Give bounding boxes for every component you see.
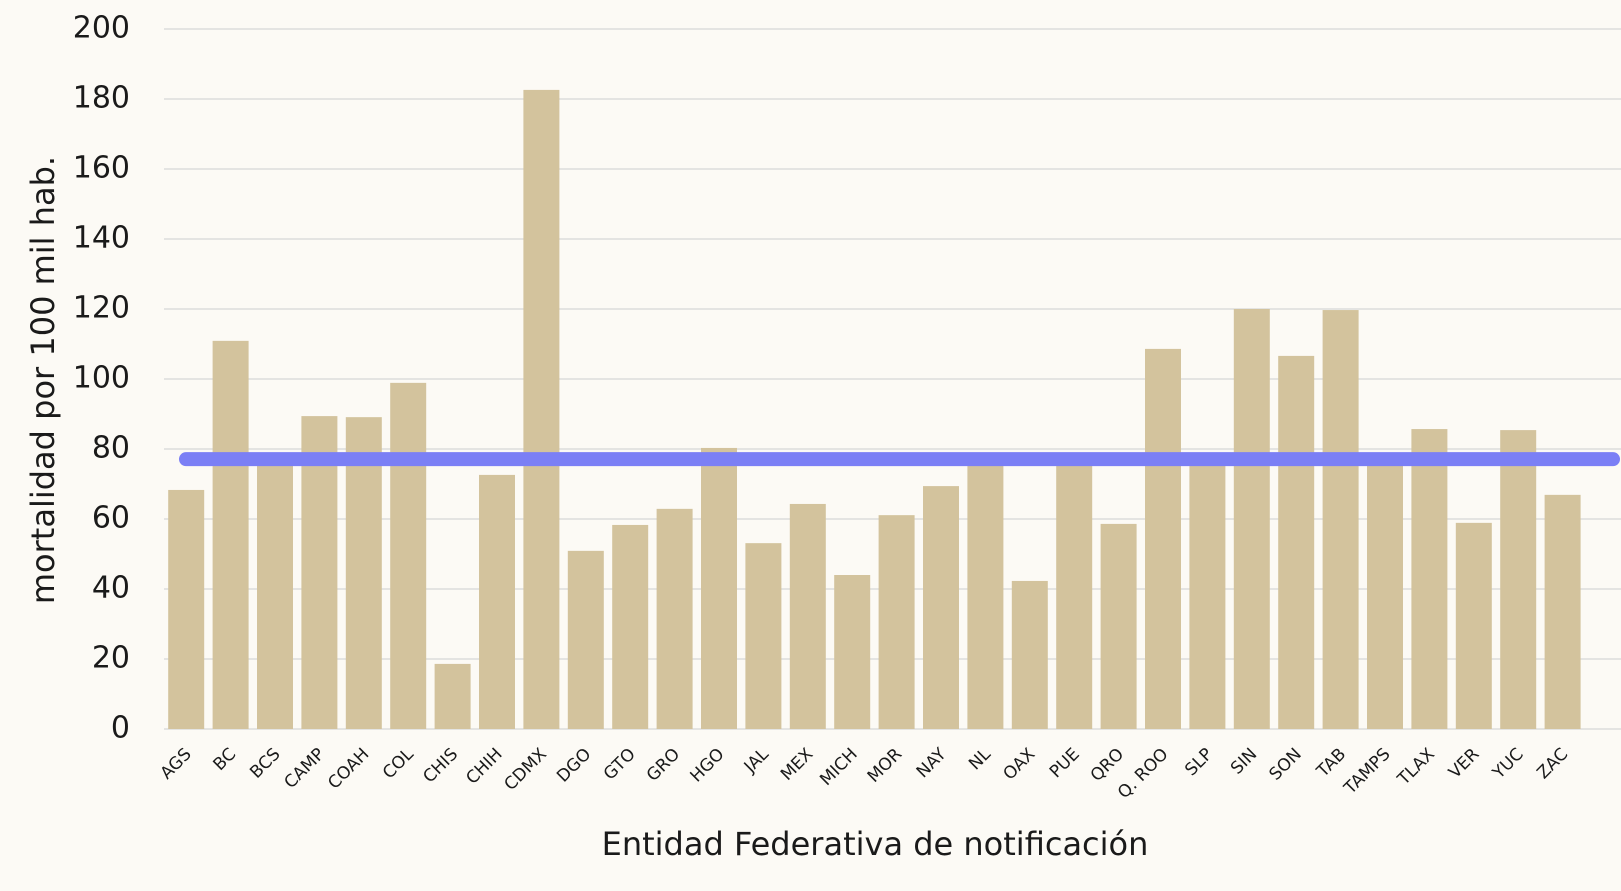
x-tick-label: SLP — [1181, 744, 1217, 780]
x-tick-label: DGO — [553, 744, 595, 786]
bar — [523, 89, 560, 729]
x-tick-label: ZAC — [1533, 744, 1572, 783]
bar — [1500, 430, 1537, 729]
y-tick-label: 160 — [73, 151, 130, 186]
bar — [923, 486, 959, 729]
bar — [1367, 463, 1403, 729]
bar — [834, 575, 871, 729]
x-tick-label: HGO — [687, 744, 729, 786]
bar — [168, 489, 205, 729]
bar — [345, 417, 382, 729]
bar — [1278, 355, 1315, 729]
x-tick-label: COL — [379, 744, 418, 783]
x-tick-label: MOR — [864, 744, 906, 786]
y-tick-label: 80 — [92, 431, 130, 466]
bar — [967, 463, 1004, 729]
x-tick-label: CDMX — [501, 744, 552, 795]
y-axis-title: mortalidad por 100 mil hab. — [24, 156, 62, 604]
x-tick-label: BC — [210, 744, 241, 775]
y-tick-label: 60 — [92, 501, 130, 536]
x-tick-label: BCS — [246, 744, 284, 782]
bar — [1233, 309, 1270, 729]
bar — [1056, 463, 1093, 729]
bar — [745, 543, 782, 729]
x-tick-label: GRO — [643, 744, 684, 785]
bar — [701, 447, 737, 729]
bar — [1189, 463, 1226, 729]
y-tick-label: 40 — [92, 571, 130, 606]
y-tick-label: 200 — [73, 11, 130, 46]
x-tick-label: OAX — [999, 744, 1039, 784]
x-tick-label: MEX — [777, 744, 818, 785]
bar — [257, 463, 293, 729]
bar — [656, 508, 693, 729]
y-tick-label: 140 — [73, 221, 130, 256]
bar — [212, 340, 249, 729]
x-axis-title: Entidad Federativa de notificación — [602, 825, 1149, 863]
x-tick-label: YUC — [1488, 744, 1527, 783]
x-tick-label: NAY — [913, 744, 951, 782]
y-tick-label: 20 — [92, 641, 130, 676]
bar — [567, 550, 604, 729]
x-tick-label: CAMP — [281, 744, 329, 792]
bar — [1322, 310, 1359, 729]
bar — [1544, 494, 1581, 729]
y-tick-label: 0 — [111, 711, 130, 746]
x-tick-label: TAMPS — [1340, 744, 1395, 799]
x-tick-label: SIN — [1227, 744, 1261, 778]
bar — [434, 663, 471, 729]
x-tick-label: CHIH — [462, 744, 506, 788]
x-tick-label: NL — [965, 744, 995, 774]
x-tick-label: CHIS — [419, 744, 462, 787]
bar — [1011, 580, 1048, 729]
bar — [390, 382, 427, 729]
bar — [1455, 522, 1492, 729]
bar — [1411, 429, 1448, 729]
x-tick-label: TAB — [1312, 744, 1350, 782]
y-tick-label: 180 — [73, 81, 130, 116]
x-tick-label: GTO — [600, 744, 640, 784]
x-tick-label: COAH — [324, 744, 373, 793]
bar — [612, 524, 649, 729]
x-tick-label: SON — [1266, 744, 1306, 784]
x-tick-label: Q. ROO — [1114, 744, 1173, 803]
bar — [1145, 348, 1181, 729]
bar — [878, 515, 915, 729]
bar — [789, 503, 826, 729]
x-tick-label: TLAX — [1393, 744, 1439, 790]
y-tick-label: 100 — [73, 361, 130, 396]
x-tick-label: MICH — [816, 744, 861, 789]
y-tick-label: 120 — [73, 291, 130, 326]
x-tick-label: AGS — [157, 744, 196, 783]
x-tick-label: VER — [1445, 744, 1483, 782]
bar — [479, 474, 515, 729]
bar — [301, 416, 338, 729]
bar — [1100, 523, 1137, 729]
x-tick-label: PUE — [1046, 744, 1084, 782]
x-tick-label: JAL — [740, 744, 773, 777]
